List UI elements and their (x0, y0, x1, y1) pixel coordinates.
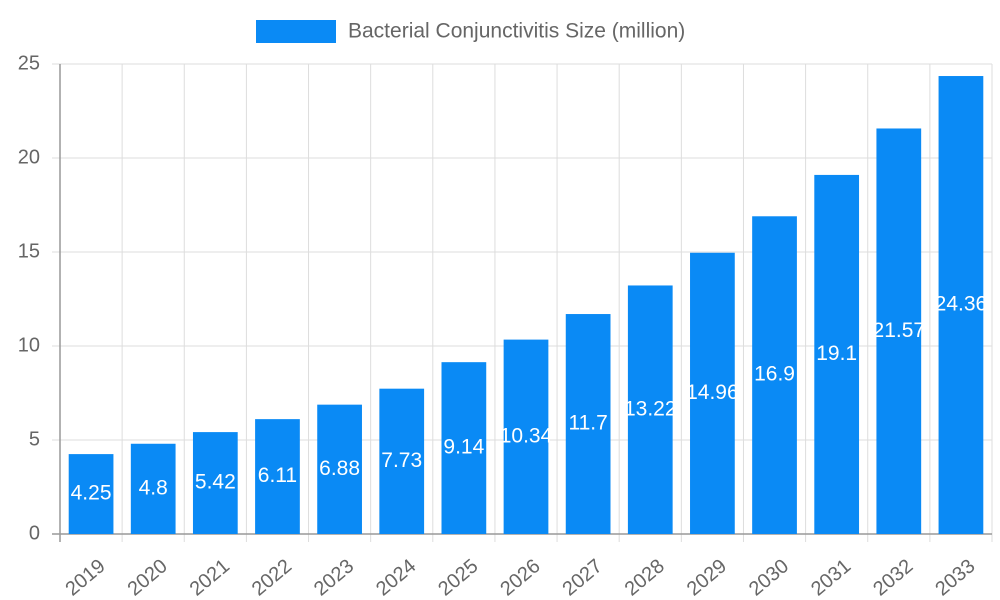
bar (814, 174, 860, 535)
x-tick-label: 2032 (869, 555, 917, 600)
x-tick-label: 2028 (621, 555, 669, 600)
data-label: 21.57 (873, 319, 926, 342)
x-tick-label: 2033 (931, 555, 979, 600)
bar (68, 454, 114, 534)
bar (503, 339, 549, 534)
data-label: 4.8 (139, 476, 168, 499)
x-tick-label: 2023 (310, 555, 358, 600)
y-tick-label: 0 (29, 522, 40, 544)
bar (690, 252, 735, 534)
data-label: 13.22 (624, 397, 677, 420)
bar (192, 432, 238, 534)
x-tick-label: 2030 (745, 555, 793, 600)
bar (565, 314, 611, 534)
data-label: 4.25 (71, 482, 112, 505)
bar (130, 443, 176, 534)
data-label: 11.7 (568, 412, 607, 435)
legend-label: Bacterial Conjunctivitis Size (million) (348, 20, 685, 43)
x-tick-label: 2021 (186, 555, 234, 600)
bar (752, 216, 797, 534)
x-tick-label: 2024 (372, 555, 420, 600)
bar (379, 388, 425, 534)
x-tick-label: 2022 (248, 555, 296, 600)
x-tick-label: 2031 (807, 555, 855, 600)
x-tick-label: 2020 (124, 555, 172, 600)
x-tick-label: 2026 (496, 555, 544, 600)
y-tick-label: 10 (18, 334, 40, 356)
data-label: 10.34 (500, 424, 553, 447)
y-tick-label: 5 (29, 428, 40, 450)
bar (255, 419, 300, 534)
x-tick-label: 2029 (683, 555, 731, 600)
data-label: 5.42 (195, 471, 236, 494)
bar (627, 285, 673, 534)
data-label: 6.11 (258, 464, 297, 487)
bar (317, 404, 362, 534)
data-label: 19.1 (816, 342, 857, 365)
data-label: 9.14 (443, 436, 484, 459)
data-label: 16.9 (754, 363, 795, 386)
data-label: 14.96 (686, 381, 739, 404)
data-label: 7.73 (381, 449, 422, 472)
data-label: 24.36 (935, 293, 988, 316)
x-tick-label: 2025 (434, 555, 482, 600)
bar (876, 128, 922, 534)
x-tick-label: 2027 (559, 555, 607, 600)
y-tick-label: 15 (18, 240, 40, 262)
data-label: 6.88 (319, 457, 360, 480)
y-tick-label: 20 (18, 146, 40, 168)
bar (938, 76, 984, 535)
legend-swatch (256, 20, 336, 43)
x-tick-label: 2019 (61, 555, 109, 600)
y-tick-label: 25 (18, 52, 40, 74)
bar (441, 362, 487, 534)
